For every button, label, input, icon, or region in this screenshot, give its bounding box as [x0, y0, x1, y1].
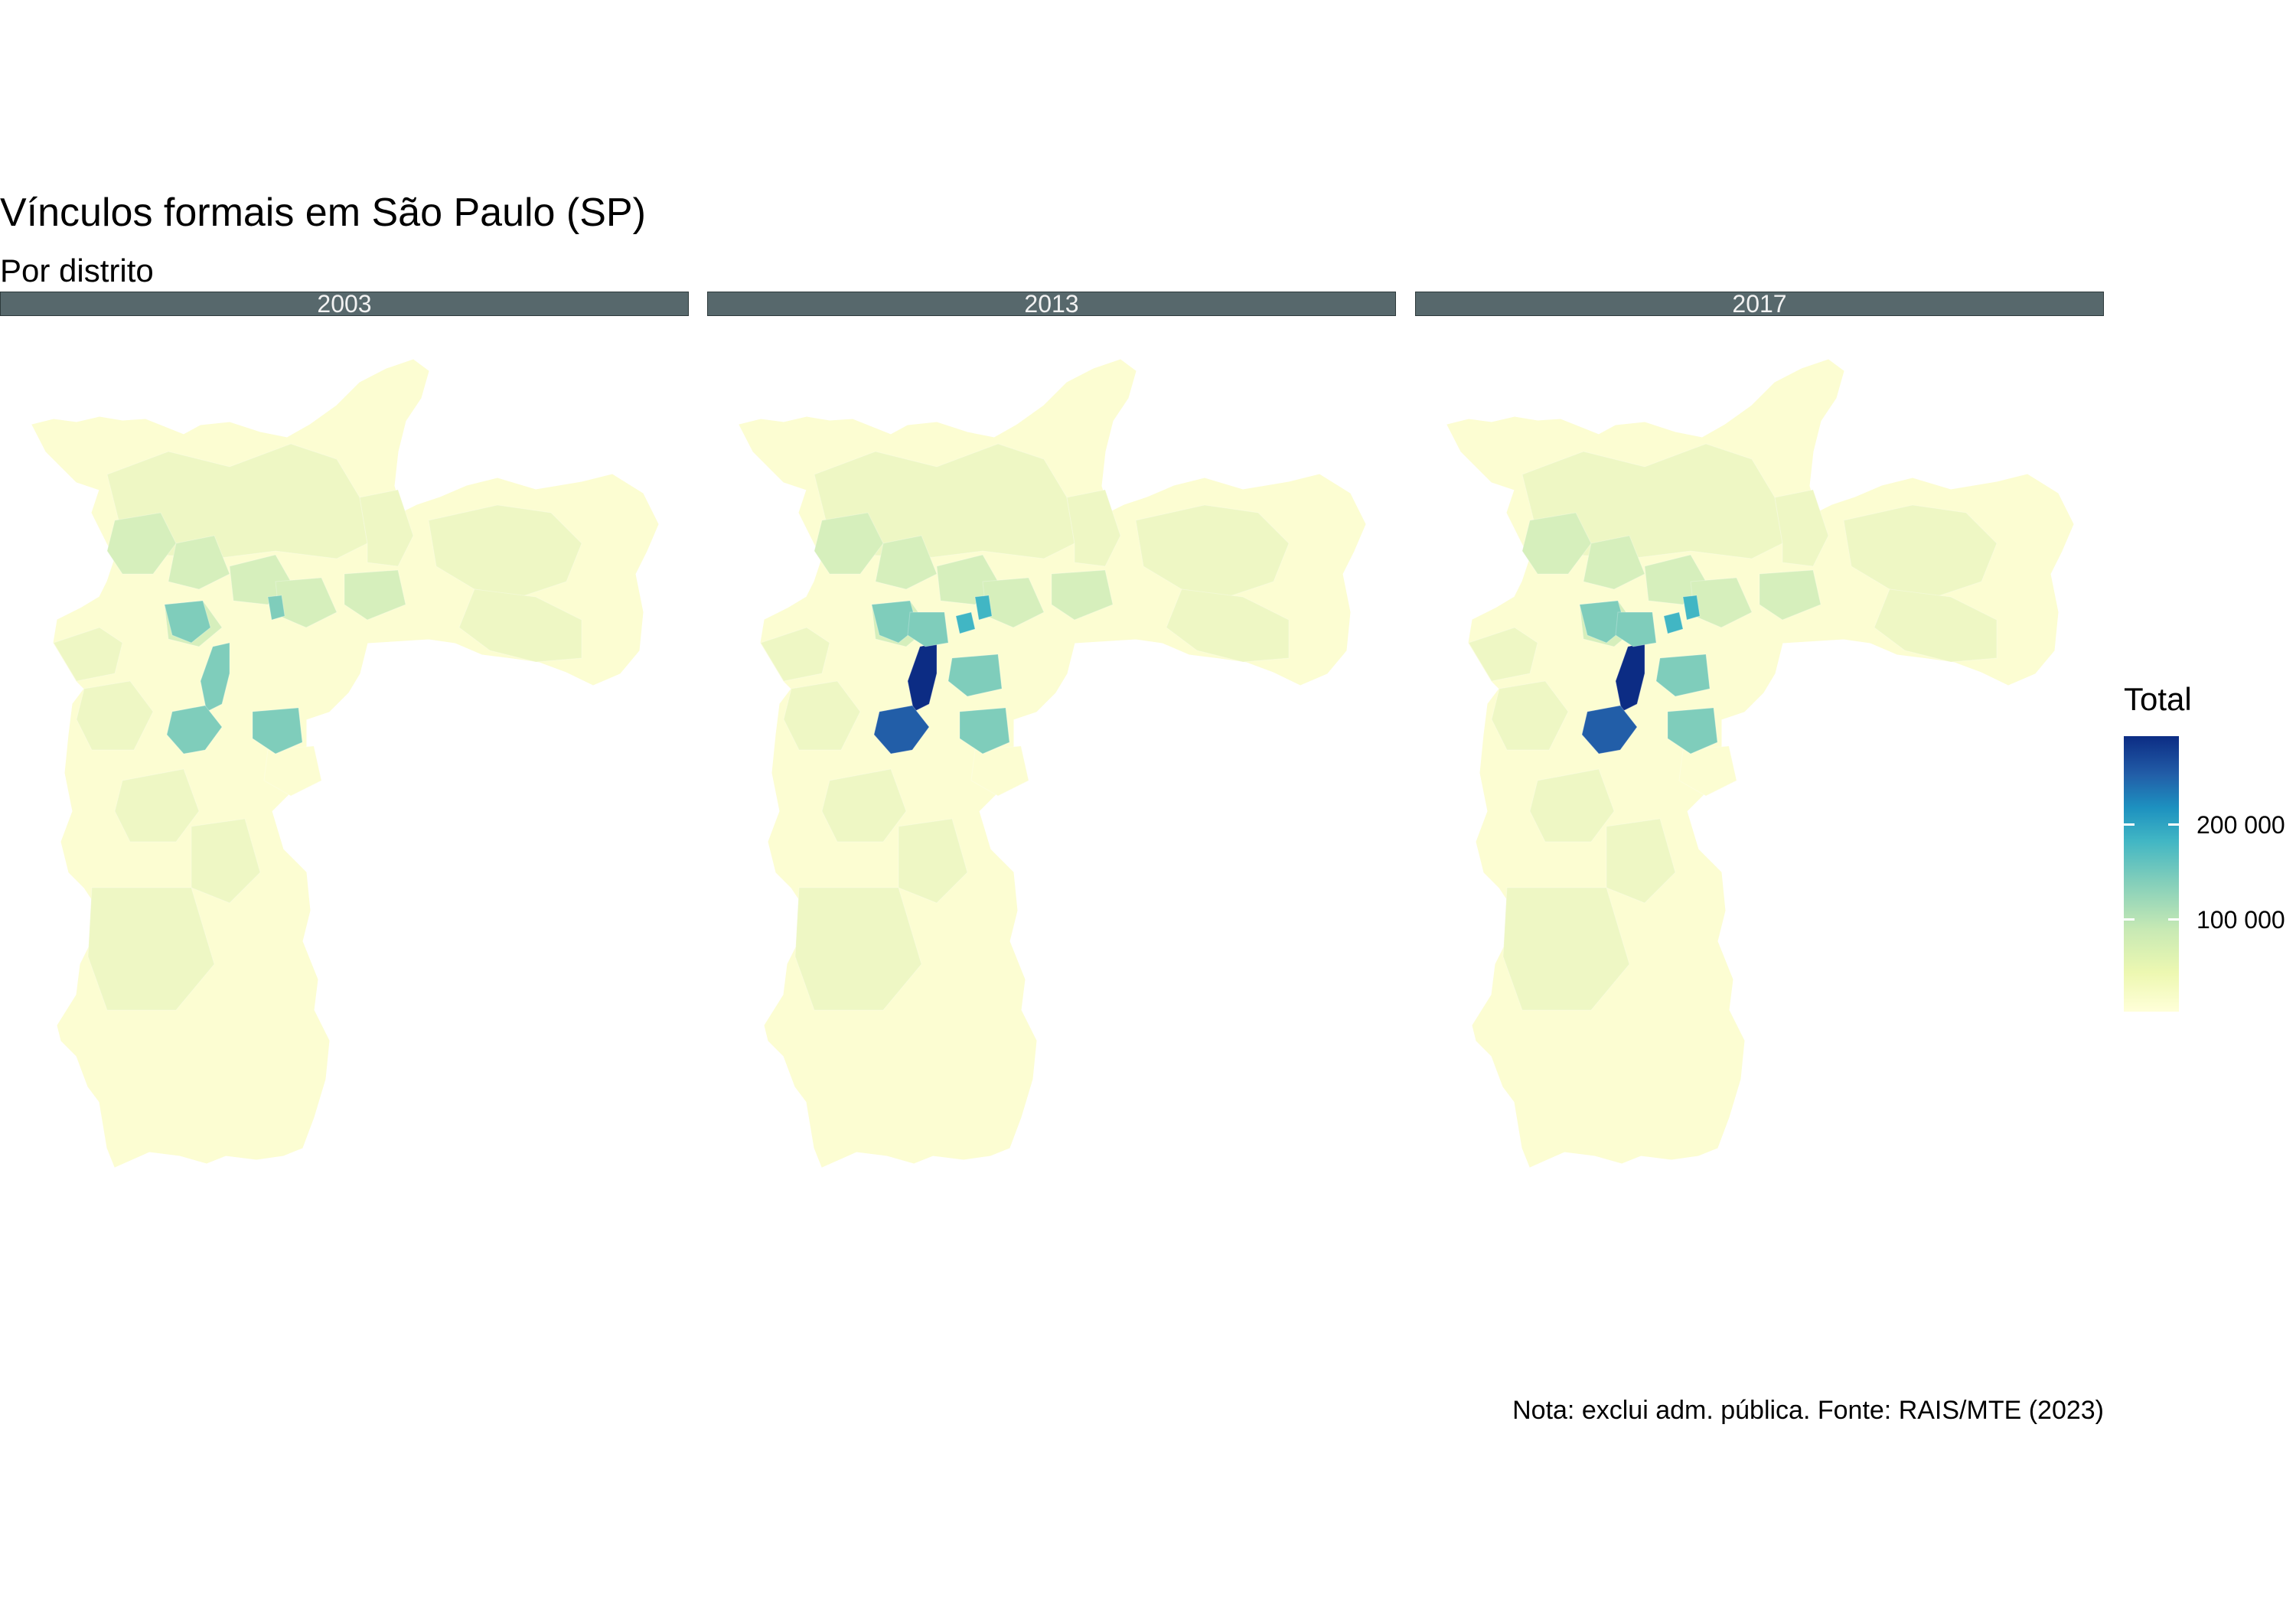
- district-lapa: [164, 600, 211, 644]
- district-northwest-b: [1583, 535, 1645, 590]
- district-northwest-a: [1521, 512, 1592, 575]
- legend-tick-200000: [2124, 823, 2135, 826]
- chart-subtitle: Por distrito: [0, 253, 154, 288]
- facet-strip-2003: 2003: [0, 292, 689, 316]
- district-east-a: [344, 569, 406, 621]
- district-map-2003: [31, 359, 659, 1168]
- district-south-a: [821, 768, 907, 843]
- district-se-republica: [974, 595, 993, 621]
- district-southeast: [1678, 745, 1737, 797]
- district-far-west: [760, 627, 830, 682]
- facet-strip-2013: 2013: [707, 292, 1396, 316]
- district-south-c: [794, 887, 922, 1011]
- color-legend: Total 200 000 100 000: [2124, 681, 2296, 1018]
- district-northwest-a: [106, 512, 177, 575]
- district-itaim-bibi: [166, 705, 223, 755]
- district-itaim-bibi: [873, 705, 930, 755]
- district-vila-mariana: [252, 707, 303, 755]
- district-east-far: [428, 504, 582, 598]
- district-se-republica: [267, 595, 285, 621]
- district-east-far-b: [458, 588, 582, 663]
- facet-label: 2003: [0, 292, 689, 316]
- district-moema: [1655, 654, 1711, 697]
- district-east-far: [1843, 504, 1998, 598]
- district-south-a: [1529, 768, 1615, 843]
- district-itaim-bibi: [1581, 705, 1638, 755]
- facet-label: 2017: [1415, 292, 2104, 316]
- district-south-c: [87, 887, 215, 1011]
- district-south-b: [191, 818, 261, 904]
- district-east-far: [1135, 504, 1290, 598]
- legend-colorbar: [2124, 736, 2179, 1012]
- district-south-b: [898, 818, 968, 904]
- district-south-b: [1606, 818, 1676, 904]
- district-barra-funda: [907, 611, 949, 647]
- district-moema: [947, 654, 1003, 697]
- facet-label: 2013: [707, 292, 1396, 316]
- district-far-west: [1468, 627, 1538, 682]
- district-southeast: [263, 745, 322, 797]
- district-west-b: [76, 680, 154, 751]
- district-southeast: [970, 745, 1029, 797]
- district-bela-vista: [1663, 611, 1684, 634]
- district-se-republica: [1682, 595, 1701, 621]
- map-panel-2003: [0, 352, 689, 1347]
- district-map-2017: [1446, 359, 2074, 1168]
- district-bela-vista: [955, 611, 976, 634]
- district-far-west: [53, 627, 123, 682]
- district-northwest-a: [814, 512, 884, 575]
- district-northwest-b: [168, 535, 230, 590]
- district-east-a: [1051, 569, 1114, 621]
- district-vila-mariana: [1667, 707, 1718, 755]
- legend-label-100000: 100 000: [2197, 906, 2285, 934]
- map-panel-2013: [707, 352, 1396, 1347]
- chart-title: Vínculos formais em São Paulo (SP): [0, 191, 646, 235]
- legend-label-200000: 200 000: [2197, 811, 2285, 839]
- district-west-b: [783, 680, 861, 751]
- legend-tick-100000-right: [2168, 918, 2179, 921]
- district-northeast: [359, 489, 414, 567]
- district-east-far-b: [1166, 588, 1290, 663]
- legend-title: Total: [2124, 681, 2192, 717]
- district-west-b: [1491, 680, 1569, 751]
- district-northeast: [1066, 489, 1121, 567]
- district-northwest-b: [875, 535, 938, 590]
- district-south-c: [1502, 887, 1630, 1011]
- map-panel-2017: [1415, 352, 2104, 1347]
- district-east-far-b: [1874, 588, 1998, 663]
- district-barra-funda: [1615, 611, 1657, 647]
- district-vila-mariana: [959, 707, 1010, 755]
- district-south-a: [114, 768, 200, 843]
- legend-tick-200000-right: [2168, 823, 2179, 826]
- district-east-a: [1759, 569, 1821, 621]
- chart-caption: Nota: exclui adm. pública. Fonte: RAIS/M…: [1512, 1396, 2104, 1425]
- district-map-2013: [739, 359, 1366, 1168]
- district-pinheiros: [200, 642, 230, 712]
- legend-tick-100000: [2124, 918, 2135, 921]
- district-northeast: [1774, 489, 1829, 567]
- facet-strip-2017: 2017: [1415, 292, 2104, 316]
